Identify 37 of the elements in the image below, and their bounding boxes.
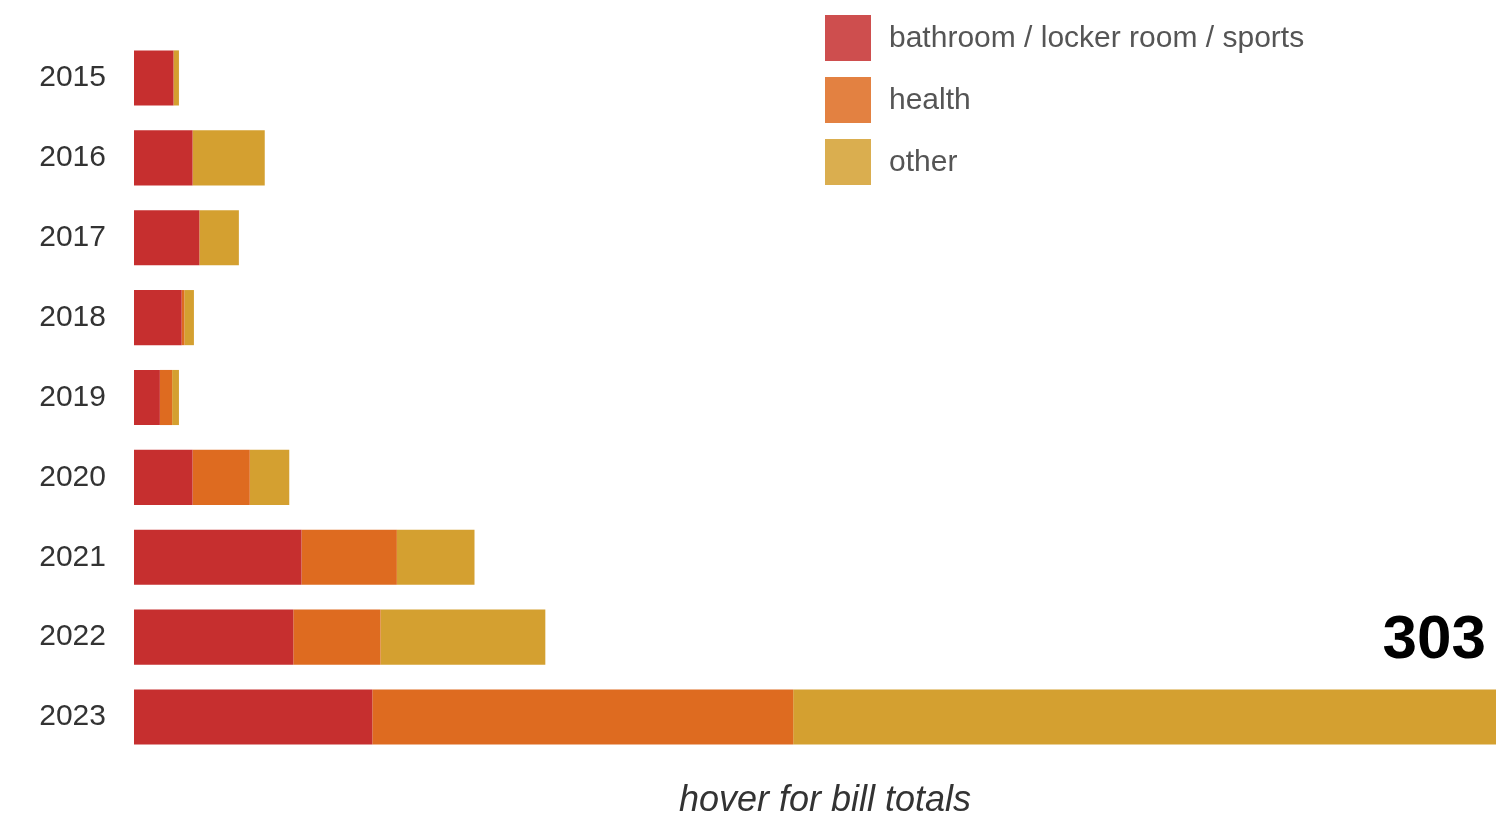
bar (172, 369, 179, 426)
bar (249, 449, 290, 505)
y-tick-label: 2018 (39, 298, 106, 332)
bar (134, 689, 373, 745)
bar (134, 529, 302, 585)
bar (134, 50, 174, 106)
bar (793, 689, 1496, 745)
bar (396, 529, 475, 585)
bar (380, 609, 546, 665)
legend-label: other (889, 144, 958, 178)
y-tick-label: 2023 (39, 698, 106, 732)
bar (173, 50, 179, 106)
y-tick-label: 2022 (39, 618, 106, 652)
bar (134, 449, 193, 505)
bar (159, 369, 173, 426)
y-tick-label: 2017 (39, 218, 106, 252)
bar (192, 130, 265, 186)
bar (134, 609, 294, 665)
y-tick-label: 2021 (39, 538, 106, 572)
bar (134, 130, 193, 186)
bar (134, 210, 200, 266)
legend-label: health (889, 82, 971, 116)
y-tick-label: 2019 (39, 378, 106, 412)
bar (199, 210, 239, 266)
legend-label: bathroom / locker room / sports (889, 20, 1305, 54)
y-tick-label: 2016 (39, 139, 106, 173)
y-tick-label: 2020 (39, 458, 106, 492)
bar (184, 290, 194, 346)
bar (134, 290, 182, 346)
annotation: 303 (1382, 602, 1486, 672)
bar (134, 369, 160, 426)
bar (293, 609, 381, 665)
bar (301, 529, 397, 585)
x-axis-title: hover for bill totals (678, 778, 972, 820)
y-tick-label: 2015 (39, 59, 106, 93)
bar (372, 689, 794, 745)
bar (192, 449, 250, 505)
